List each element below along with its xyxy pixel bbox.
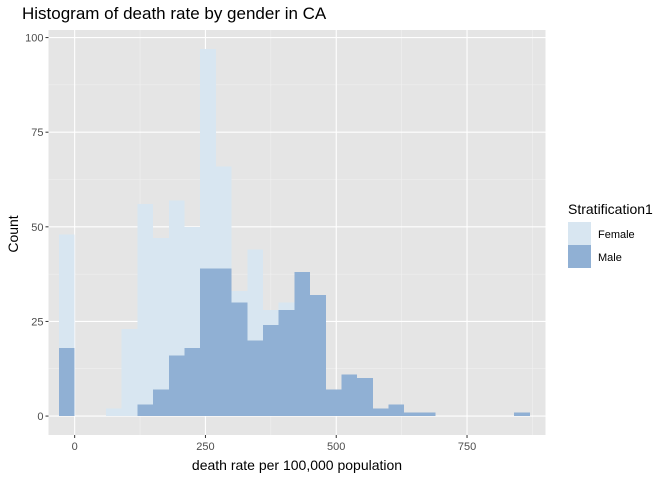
- y-tick-label: 0: [37, 411, 43, 423]
- bar-female: [106, 408, 122, 417]
- y-tick-label: 100: [25, 33, 43, 45]
- x-tick-label: 500: [327, 441, 345, 453]
- bar-male: [514, 412, 530, 417]
- legend-label-female: Female: [598, 229, 635, 241]
- bar-male: [341, 374, 358, 417]
- legend-swatch-male: [568, 245, 591, 268]
- chart-title: Histogram of death rate by gender in CA: [22, 4, 327, 23]
- bar-male: [262, 325, 279, 417]
- bar-male: [404, 412, 420, 417]
- bar-male: [294, 272, 311, 417]
- histogram-bars: [58, 48, 530, 417]
- bar-male: [231, 302, 248, 417]
- y-tick-label: 25: [31, 316, 43, 328]
- bar-male: [153, 389, 169, 417]
- y-axis-title: Count: [5, 215, 21, 252]
- bar-male: [310, 294, 326, 417]
- bar-male: [247, 340, 263, 417]
- bar-male: [200, 268, 216, 417]
- legend-swatch-female: [568, 222, 591, 245]
- bar-female: [137, 204, 154, 417]
- bar-male: [137, 404, 154, 417]
- bar-male: [278, 310, 295, 417]
- bar-female: [121, 329, 138, 417]
- legend-title: Stratification1: [568, 201, 653, 217]
- y-tick-label: 50: [31, 222, 43, 234]
- x-axis-title: death rate per 100,000 population: [192, 457, 402, 473]
- x-axis-ticks: 0 250 500 750: [72, 435, 476, 453]
- bar-male: [372, 408, 389, 417]
- x-tick-label: 250: [196, 441, 214, 453]
- bar-female: [153, 238, 169, 417]
- legend-label-male: Male: [598, 252, 622, 264]
- bar-male: [58, 347, 75, 417]
- bar-male: [215, 268, 232, 417]
- bar-male: [388, 404, 405, 417]
- y-tick-label: 75: [31, 127, 43, 139]
- bar-male: [325, 389, 342, 417]
- bar-male: [357, 378, 373, 417]
- legend: Stratification1 Female Male: [568, 201, 653, 268]
- bar-male: [168, 355, 185, 417]
- x-tick-label: 750: [458, 441, 476, 453]
- bar-male: [419, 412, 436, 417]
- y-axis-ticks: 0 25 50 75 100: [25, 33, 49, 423]
- x-tick-label: 0: [72, 441, 78, 453]
- bar-male: [184, 347, 201, 417]
